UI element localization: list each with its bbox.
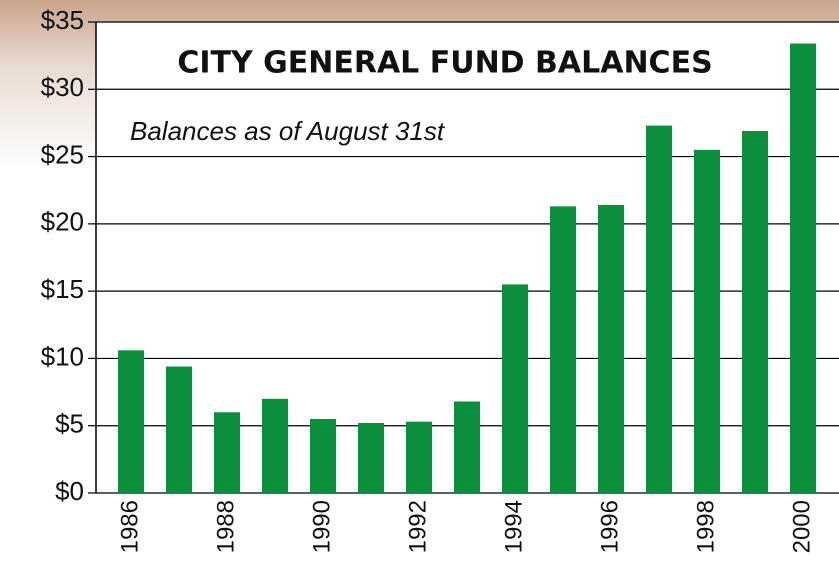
- chart: CITY GENERAL FUND BALANCES Balances as o…: [0, 0, 839, 566]
- bar: [214, 412, 240, 493]
- y-tick-label: $30: [41, 72, 84, 102]
- bar: [358, 423, 384, 493]
- bar: [598, 205, 624, 493]
- y-tick-label: $0: [55, 476, 84, 506]
- y-tick-label: $35: [41, 5, 84, 35]
- x-tick-label: 2000: [788, 500, 815, 553]
- x-tick-label: 1994: [500, 500, 527, 553]
- y-tick-label: $10: [41, 341, 84, 371]
- x-tick-label: 1998: [692, 500, 719, 553]
- bar: [118, 350, 144, 493]
- y-tick-label: $20: [41, 207, 84, 237]
- bar: [166, 367, 192, 493]
- y-tick-label: $25: [41, 139, 84, 169]
- x-tick-label: 1996: [596, 500, 623, 553]
- bar: [406, 422, 432, 493]
- chart-subtitle: Balances as of August 31st: [130, 116, 446, 146]
- y-tick-label: $5: [55, 409, 84, 439]
- bar: [694, 150, 720, 493]
- x-tick-label: 1992: [404, 500, 431, 553]
- x-tick-label: 1986: [116, 500, 143, 553]
- y-tick-label: $15: [41, 274, 84, 304]
- chart-title: CITY GENERAL FUND BALANCES: [177, 46, 712, 81]
- bar: [742, 131, 768, 493]
- x-tick-label: 1990: [308, 500, 335, 553]
- x-tick-label: 1988: [212, 500, 239, 553]
- bar: [454, 401, 480, 493]
- bar: [502, 284, 528, 493]
- bar: [262, 399, 288, 493]
- bar: [550, 206, 576, 493]
- bar: [790, 44, 816, 493]
- bar: [646, 126, 672, 493]
- bar: [310, 419, 336, 493]
